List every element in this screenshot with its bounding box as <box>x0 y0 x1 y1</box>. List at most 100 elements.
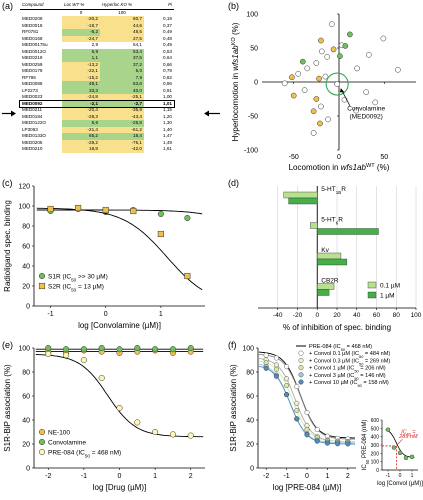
x-tick-label: 80 <box>393 312 401 319</box>
data-point <box>45 344 52 352</box>
legend-marker <box>38 448 46 456</box>
header-hyperloc-ko: Hyperloc KO % <box>100 2 144 10</box>
inset-data-point <box>391 445 397 450</box>
legend-label: + Convol 0.1 µM (IC50 = 484 nM) <box>309 351 390 359</box>
panel-label-f: (f) <box>228 340 237 350</box>
inset-fit-curve <box>385 429 415 458</box>
data-point <box>63 352 70 359</box>
inset-data-point <box>409 454 415 460</box>
data-point <box>102 206 109 214</box>
scatter-point <box>330 46 337 53</box>
y-tick-label: 100 <box>18 204 30 211</box>
legend-marker <box>38 428 46 436</box>
cell-name: RF796 <box>20 74 62 81</box>
data-point <box>284 392 290 398</box>
y-tick-label: 0 <box>250 466 254 473</box>
cell-loc: 33,3 <box>62 87 100 94</box>
legend-label: 0.1 µM <box>380 283 400 290</box>
scatter-point <box>318 37 324 44</box>
bar <box>317 228 379 235</box>
arrow-head-icon <box>339 88 345 93</box>
compound-table-panel: Compound Loc WT % Hyperloc KO % Pi 0 100 M… <box>19 2 210 153</box>
data-point <box>130 207 137 215</box>
x-tick-label: 2 <box>346 473 350 480</box>
scatter-point <box>325 116 331 123</box>
scatter-point <box>347 31 353 38</box>
inset-data-point <box>403 455 409 461</box>
data-point <box>45 350 52 358</box>
table-row: MED0179 -22,1 5,0 0,79 <box>20 68 174 75</box>
y-axis-label: Radioligand spec. binding <box>3 200 12 292</box>
y-axis-label: S1R-BiP association (%) <box>229 364 238 452</box>
x-tick-label: 2 <box>189 473 193 480</box>
cell-name: MED0209 <box>20 16 62 23</box>
x-tick-label: -1 <box>81 473 87 480</box>
cell-name: RF0781 <box>20 29 62 36</box>
bar <box>288 197 318 205</box>
inset-x-tick-label: 1 <box>411 473 414 479</box>
x-tick-label: 0 <box>118 473 122 480</box>
table-row: MED0018 -18,7 44,6 0,37 <box>20 22 174 29</box>
legend-label: + Convol 10 µM (IC50 = 158 nM) <box>309 380 389 388</box>
data-point <box>314 426 320 432</box>
table-row: MED0205 -28,2 -75,1 1,49 <box>20 139 174 146</box>
cell-pi: 0,91 <box>144 87 174 94</box>
annotation-line-1: Convolamine <box>347 106 385 113</box>
inset-y-tick-label: 100 <box>371 460 380 466</box>
cell-hyp: 37,2 <box>100 61 144 68</box>
x-tick-label: 50 <box>380 154 388 161</box>
cell-name: MED00175u <box>20 42 62 49</box>
cell-pi: 0,37 <box>144 22 174 29</box>
cell-hyp: -42,0 <box>100 146 144 153</box>
legend-marker <box>38 438 46 446</box>
cell-pi: 0,48 <box>144 35 174 42</box>
highlight-circle <box>325 72 349 96</box>
scatter-point <box>354 65 360 72</box>
cell-loc: -2,1 <box>62 100 100 107</box>
fit-curve <box>36 207 203 291</box>
cell-loc: -24,7 <box>62 35 100 42</box>
fit-curve <box>35 354 204 438</box>
category-label: Kv <box>321 247 329 254</box>
cell-name: MED0210 <box>20 146 62 153</box>
scatter-point <box>380 35 387 42</box>
scatter-point <box>324 53 331 60</box>
cell-hyp: 63,6 <box>100 81 144 88</box>
data-point <box>47 205 54 213</box>
legend-label: 1 µM <box>380 293 395 300</box>
inset-annotation-arrow <box>396 438 403 446</box>
table-row: LP2273 33,3 40,0 0,91 <box>20 87 174 94</box>
cell-name: MED0179 <box>20 68 62 75</box>
cell-pi: 0,86 <box>144 81 174 88</box>
scatter-point <box>316 75 322 82</box>
cell-loc: -18,7 <box>62 22 100 29</box>
y-tick-label: 20 <box>246 442 254 449</box>
data-point <box>304 426 310 432</box>
scatter-point <box>328 21 335 28</box>
legend-label: S2R (IC50 = 13 µM) <box>48 284 104 293</box>
cell-loc: -13,2 <box>62 61 100 68</box>
legend-label: + Convol 0.3 µM (IC50 = 269 nM) <box>309 358 390 366</box>
x-tick-label: 100 <box>411 312 422 319</box>
data-point <box>324 440 330 446</box>
scatter-point <box>299 58 306 65</box>
y-tick-label: 80 <box>22 224 30 231</box>
fit-curve <box>36 209 203 215</box>
x-tick-label: -20 <box>293 312 303 319</box>
cell-pi: 0,49 <box>144 42 174 49</box>
data-point <box>263 352 269 358</box>
y-tick-label: 0 <box>26 466 30 473</box>
cell-pi: 1,30 <box>144 120 174 127</box>
bar <box>317 258 348 266</box>
scatter-point <box>341 96 348 103</box>
y-tick-label: 120 <box>18 184 30 191</box>
cell-hyp: 44,6 <box>100 22 144 29</box>
category-label: 5-HT6R <box>321 217 343 226</box>
y-tick-label: -50 <box>248 114 258 121</box>
table-row: MED0012O 6,9 53,4 0,53 <box>20 48 174 55</box>
y-tick-label: 100 <box>18 346 30 353</box>
cell-name: MED0122O <box>20 120 62 127</box>
scatter-point <box>295 70 302 77</box>
header-pi: Pi <box>144 2 174 10</box>
